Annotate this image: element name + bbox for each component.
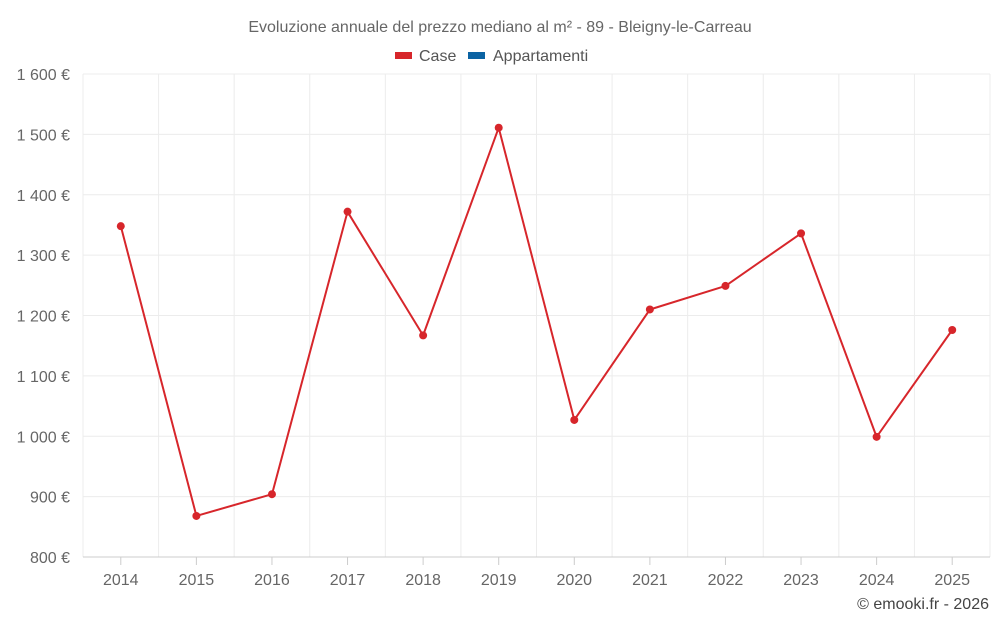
x-tick-label: 2023	[783, 572, 819, 589]
data-point-case-2024[interactable]	[872, 432, 881, 441]
x-tick-label: 2016	[254, 572, 290, 589]
x-tick-label: 2022	[708, 572, 744, 589]
y-axis-ticks: 800 € 900 € 1 000 € 1 100 € 1 200 € 1 300 € 1 …	[17, 67, 70, 567]
y-tick-label: 1 100 €	[17, 369, 70, 386]
x-tick-label: 2020	[556, 572, 592, 589]
y-tick-label: 1 600 €	[17, 67, 70, 84]
x-tick-label: 2025	[934, 572, 970, 589]
y-tick-label: 800 €	[30, 550, 70, 567]
x-axis-ticks: 2014 2015 2016 2017 2018 2019 2020 2021 2022 2023…	[103, 557, 970, 589]
y-tick-label: 1 300 €	[17, 248, 70, 265]
series-layer	[116, 123, 957, 520]
credit-text: © emooki.fr - 2026	[857, 596, 989, 613]
legend-swatch-appartamenti[interactable]	[468, 52, 485, 59]
legend: Case Appartamenti	[395, 48, 588, 65]
x-tick-label: 2018	[405, 572, 441, 589]
data-point-case-2022[interactable]	[721, 281, 730, 290]
y-tick-label: 1 400 €	[17, 188, 70, 205]
x-tick-label: 2014	[103, 572, 139, 589]
data-point-case-2021[interactable]	[645, 305, 654, 314]
x-tick-label: 2021	[632, 572, 668, 589]
legend-label-case[interactable]: Case	[419, 48, 456, 65]
data-point-case-2019[interactable]	[494, 123, 503, 132]
y-tick-label: 1 200 €	[17, 309, 70, 326]
data-point-case-2016[interactable]	[267, 490, 276, 499]
data-point-case-2015[interactable]	[192, 511, 201, 520]
legend-label-appartamenti[interactable]: Appartamenti	[493, 48, 588, 65]
data-point-case-2023[interactable]	[797, 229, 806, 238]
data-point-case-2014[interactable]	[116, 222, 125, 231]
data-point-case-2018[interactable]	[419, 331, 428, 340]
series-line-case	[119, 126, 954, 517]
data-point-case-2017[interactable]	[343, 207, 352, 216]
y-tick-label: 1 000 €	[17, 429, 70, 446]
x-tick-label: 2017	[330, 572, 366, 589]
x-tick-label: 2024	[859, 572, 895, 589]
data-point-case-2025[interactable]	[948, 325, 957, 334]
y-tick-label: 1 500 €	[17, 127, 70, 144]
gridlines	[82, 73, 991, 557]
data-point-case-2020[interactable]	[570, 415, 579, 424]
x-tick-label: 2019	[481, 572, 517, 589]
legend-swatch-case[interactable]	[395, 52, 412, 59]
y-tick-label: 900 €	[30, 490, 70, 507]
chart-title: Evoluzione annuale del prezzo mediano al…	[248, 19, 751, 36]
x-tick-label: 2015	[179, 572, 215, 589]
